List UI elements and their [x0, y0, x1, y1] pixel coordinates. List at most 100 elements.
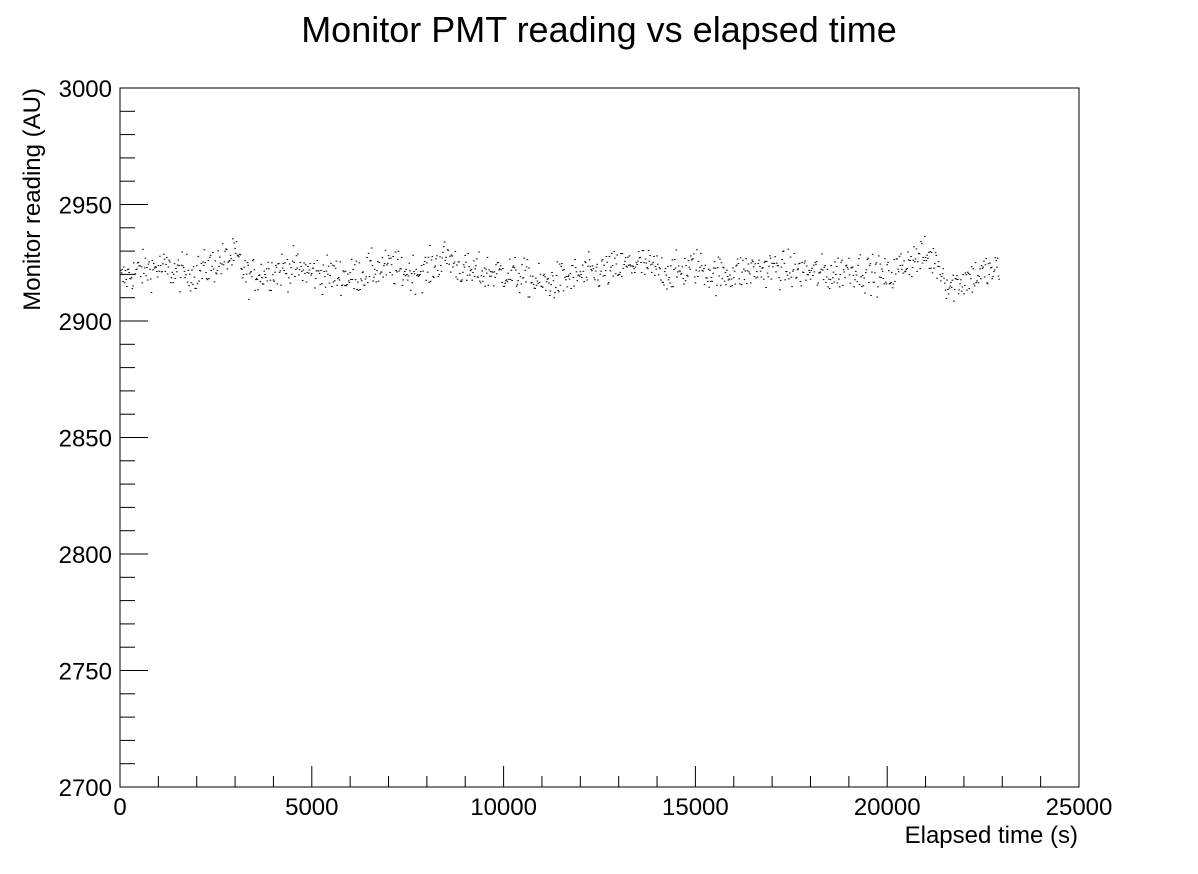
data-point	[707, 268, 710, 270]
data-point	[985, 258, 987, 260]
data-point	[799, 262, 801, 264]
data-point	[847, 268, 849, 270]
data-point	[746, 283, 748, 285]
data-point	[553, 297, 556, 299]
data-point	[137, 261, 140, 263]
data-point	[206, 279, 209, 281]
data-point	[446, 249, 449, 251]
data-point	[252, 259, 255, 260]
data-point	[351, 278, 354, 280]
data-point	[666, 288, 668, 290]
data-point	[416, 274, 419, 276]
data-point	[852, 274, 855, 276]
data-point	[890, 282, 892, 283]
data-point	[772, 266, 774, 268]
data-point	[582, 270, 585, 272]
data-point	[764, 260, 766, 262]
data-point	[166, 257, 168, 258]
data-point	[601, 260, 603, 262]
data-point	[848, 257, 850, 259]
data-point	[560, 265, 562, 267]
data-point	[635, 262, 638, 264]
data-point	[251, 276, 253, 278]
data-point	[881, 270, 884, 272]
data-point	[435, 258, 437, 260]
data-point	[713, 267, 715, 269]
data-point	[317, 270, 320, 272]
data-point	[493, 271, 496, 273]
data-point	[447, 249, 450, 251]
data-point	[869, 263, 872, 265]
data-point	[657, 263, 659, 265]
data-point	[660, 257, 663, 259]
data-point	[408, 262, 411, 264]
data-point	[950, 282, 952, 284]
data-point	[993, 271, 995, 273]
data-point	[810, 269, 813, 271]
data-point	[627, 264, 630, 266]
data-point	[766, 260, 768, 262]
data-point	[720, 262, 723, 264]
data-point	[495, 273, 498, 275]
data-point	[724, 272, 727, 274]
data-point	[769, 257, 772, 259]
data-point	[232, 259, 235, 261]
data-point	[182, 267, 185, 269]
data-point	[926, 254, 928, 256]
data-point	[871, 271, 873, 273]
data-point	[286, 259, 289, 260]
data-point	[460, 281, 463, 283]
data-point	[184, 277, 186, 279]
data-point	[987, 263, 990, 265]
data-point	[131, 288, 134, 290]
data-point	[548, 295, 551, 296]
data-point	[143, 267, 146, 269]
data-point	[400, 257, 403, 258]
data-point	[152, 269, 154, 271]
data-point	[901, 264, 904, 266]
data-point	[613, 250, 615, 252]
data-point	[622, 267, 625, 269]
data-point	[486, 272, 488, 274]
data-point	[321, 294, 324, 295]
data-point	[729, 286, 732, 288]
data-point	[817, 282, 819, 284]
data-point	[201, 278, 203, 279]
data-point	[562, 290, 565, 292]
data-point	[657, 274, 660, 276]
data-point	[696, 276, 699, 277]
data-point	[617, 274, 619, 276]
data-point	[687, 260, 690, 262]
data-point	[207, 259, 210, 261]
data-point	[956, 275, 958, 277]
data-point	[554, 292, 556, 294]
data-point	[517, 280, 519, 282]
data-point	[287, 291, 289, 293]
data-point	[558, 291, 560, 293]
data-point	[942, 268, 944, 270]
data-point	[777, 265, 780, 267]
data-point	[208, 278, 210, 280]
data-point	[168, 259, 170, 261]
data-point	[478, 251, 480, 253]
data-point	[341, 285, 343, 287]
data-point	[752, 266, 755, 268]
data-point	[405, 268, 407, 270]
data-point	[169, 282, 172, 284]
data-point	[637, 251, 640, 252]
data-point	[831, 282, 833, 284]
data-point	[996, 266, 998, 268]
data-point	[155, 266, 157, 268]
data-point	[482, 275, 485, 277]
data-point	[813, 271, 816, 273]
data-point	[889, 283, 892, 284]
data-point	[396, 271, 398, 273]
data-point	[564, 276, 566, 278]
data-point	[124, 270, 127, 272]
data-point	[974, 262, 977, 264]
data-point	[728, 278, 730, 280]
data-point	[750, 262, 753, 264]
data-point	[733, 270, 736, 272]
data-point	[778, 277, 780, 279]
data-point	[242, 277, 244, 279]
